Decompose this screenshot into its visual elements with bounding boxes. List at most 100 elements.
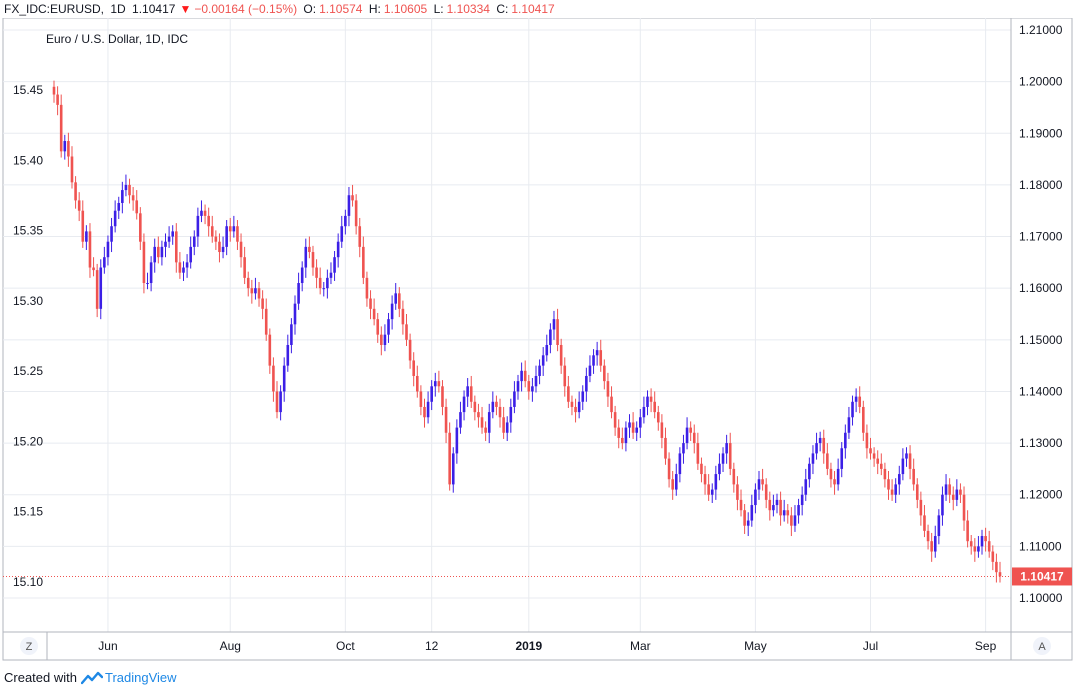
candle[interactable] bbox=[865, 424, 869, 459]
candle[interactable] bbox=[764, 478, 768, 509]
candle[interactable] bbox=[473, 395, 477, 421]
candle[interactable] bbox=[250, 279, 254, 304]
candle[interactable] bbox=[182, 261, 185, 281]
candle[interactable] bbox=[696, 432, 700, 470]
candle[interactable] bbox=[372, 298, 376, 326]
candle[interactable] bbox=[646, 390, 649, 416]
candle[interactable] bbox=[513, 381, 516, 414]
candle[interactable] bbox=[336, 233, 340, 268]
candle[interactable] bbox=[484, 421, 487, 442]
candle[interactable] bbox=[77, 192, 81, 222]
candle[interactable] bbox=[973, 538, 977, 562]
candle[interactable] bbox=[149, 256, 153, 292]
candle[interactable] bbox=[293, 295, 297, 335]
candle[interactable] bbox=[502, 406, 505, 439]
candle[interactable] bbox=[933, 525, 937, 558]
candle[interactable] bbox=[279, 385, 282, 421]
candle[interactable] bbox=[775, 493, 779, 514]
candle[interactable] bbox=[174, 223, 178, 273]
candle[interactable] bbox=[67, 132, 70, 167]
candle[interactable] bbox=[157, 236, 160, 264]
candle[interactable] bbox=[430, 380, 433, 411]
candle[interactable] bbox=[534, 365, 538, 393]
candle[interactable] bbox=[85, 225, 88, 250]
candle[interactable] bbox=[185, 254, 189, 278]
candle[interactable] bbox=[901, 448, 905, 481]
candle[interactable] bbox=[466, 378, 469, 407]
candle[interactable] bbox=[448, 422, 451, 491]
candle[interactable] bbox=[890, 479, 894, 501]
candle[interactable] bbox=[113, 200, 117, 233]
candle[interactable] bbox=[577, 391, 581, 419]
candle[interactable] bbox=[59, 94, 63, 158]
candle[interactable] bbox=[308, 236, 311, 259]
auto-scale-right-button[interactable]: A bbox=[1033, 637, 1051, 655]
candle[interactable] bbox=[736, 476, 739, 511]
candle[interactable] bbox=[678, 447, 682, 483]
candle[interactable] bbox=[228, 217, 232, 242]
candle[interactable] bbox=[394, 283, 398, 310]
candle[interactable] bbox=[808, 457, 811, 488]
candle[interactable] bbox=[617, 419, 621, 449]
candle[interactable] bbox=[782, 499, 786, 522]
candle[interactable] bbox=[642, 396, 646, 424]
candle[interactable] bbox=[164, 233, 167, 258]
candle[interactable] bbox=[840, 442, 844, 478]
candle[interactable] bbox=[588, 355, 592, 383]
candle[interactable] bbox=[714, 465, 718, 500]
candle[interactable] bbox=[131, 186, 135, 211]
candle[interactable] bbox=[369, 290, 372, 320]
candle[interactable] bbox=[595, 341, 599, 366]
candle[interactable] bbox=[854, 388, 858, 413]
candle[interactable] bbox=[923, 505, 926, 538]
candle[interactable] bbox=[728, 432, 732, 476]
candle[interactable] bbox=[121, 181, 124, 214]
candle[interactable] bbox=[203, 204, 207, 225]
candle[interactable] bbox=[649, 388, 653, 413]
candles[interactable] bbox=[52, 80, 1002, 583]
candle[interactable] bbox=[246, 271, 250, 297]
candle[interactable] bbox=[264, 298, 268, 341]
candle[interactable] bbox=[106, 235, 110, 266]
candle[interactable] bbox=[171, 225, 174, 245]
candle[interactable] bbox=[124, 174, 128, 197]
candle[interactable] bbox=[340, 215, 344, 248]
candle[interactable] bbox=[469, 375, 473, 408]
candle[interactable] bbox=[959, 483, 962, 503]
candle[interactable] bbox=[880, 453, 883, 476]
candle[interactable] bbox=[380, 326, 383, 356]
candle[interactable] bbox=[944, 474, 948, 501]
candle[interactable] bbox=[426, 391, 430, 424]
candle[interactable] bbox=[95, 263, 99, 318]
candle[interactable] bbox=[757, 470, 761, 500]
candle[interactable] bbox=[689, 421, 692, 442]
candle[interactable] bbox=[599, 339, 603, 372]
candle[interactable] bbox=[754, 483, 757, 514]
candle[interactable] bbox=[732, 462, 736, 493]
candle[interactable] bbox=[538, 359, 541, 385]
price-chart[interactable]: Euro / U.S. Dollar, 1D, IDC 1.21000 1.200… bbox=[0, 18, 1078, 664]
candle[interactable] bbox=[941, 486, 944, 526]
candle[interactable] bbox=[987, 530, 991, 558]
candle[interactable] bbox=[772, 494, 775, 517]
candle[interactable] bbox=[574, 398, 577, 423]
candle[interactable] bbox=[786, 504, 790, 524]
candle[interactable] bbox=[117, 196, 121, 219]
candle[interactable] bbox=[621, 427, 624, 450]
candle[interactable] bbox=[930, 532, 933, 562]
candle[interactable] bbox=[221, 236, 225, 259]
candle[interactable] bbox=[545, 334, 549, 362]
candle[interactable] bbox=[563, 357, 567, 397]
candle[interactable] bbox=[509, 398, 513, 433]
candle[interactable] bbox=[919, 491, 923, 526]
candle[interactable] bbox=[800, 486, 804, 516]
candle[interactable] bbox=[103, 246, 106, 274]
candle[interactable] bbox=[829, 462, 833, 488]
candle[interactable] bbox=[351, 184, 354, 207]
candle[interactable] bbox=[135, 190, 139, 220]
candle[interactable] bbox=[153, 238, 157, 273]
candle[interactable] bbox=[282, 357, 286, 402]
candle[interactable] bbox=[218, 233, 221, 263]
candle[interactable] bbox=[559, 338, 563, 374]
candle[interactable] bbox=[937, 509, 941, 545]
